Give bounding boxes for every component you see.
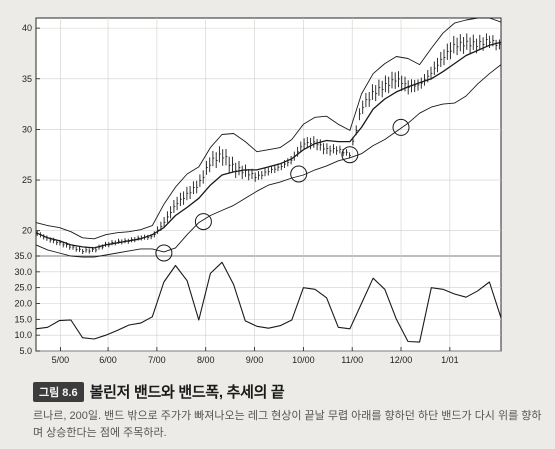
caption-header: 그림 8.6 볼린저 밴드와 밴드폭, 추세의 끝 [33,381,548,402]
price-y-tick-label: 20 [22,226,32,236]
figure-caption-text: 르나르, 200일. 밴드 밖으로 주가가 빠져나오는 레그 현상이 끝날 무렵… [33,410,542,439]
bandwidth-y-tick-label: 15.0 [14,314,32,324]
bandwidth-y-tick-label: 35.0 [14,251,32,261]
x-tick-label: 9/00 [246,355,264,365]
bandwidth-plot [35,261,502,343]
x-tick-label: 10/00 [292,355,315,365]
price-y-tick-label: 30 [22,124,32,134]
figure-title: 볼린저 밴드와 밴드폭, 추세의 끝 [89,384,285,401]
upper-band-line [35,17,502,240]
price-panel-frame [35,17,502,257]
price-y-tick-label: 35 [22,74,32,84]
price-y-axis: 20 25 30 35 40 [22,23,40,236]
annotation-circle [155,244,173,262]
x-tick-label: 11/00 [341,355,363,365]
figure-caption: 그림 8.6 볼린저 밴드와 밴드폭, 추세의 끝 르나르, 200일. 밴드 … [33,381,548,442]
bandwidth-y-tick-label: 20.0 [14,299,32,309]
figure-number-badge: 그림 8.6 [33,381,84,402]
x-tick-label: 1/01 [441,355,459,365]
bandwidth-grid [36,255,501,352]
price-grid [36,18,501,256]
price-y-tick-label: 40 [22,23,32,33]
x-tick-label: 7/00 [148,355,166,365]
bandwidth-y-tick-label: 30.0 [14,267,32,277]
annotation-circle [290,165,308,183]
band-width-line [35,261,502,343]
price-y-tick-label: 25 [22,175,32,185]
x-axis: 5/00 6/00 7/00 8/00 9/00 10/00 11/00 12/00 1/01 [52,347,459,365]
lower-band-line [35,64,502,258]
moving-average-line [35,41,502,249]
x-tick-label: 12/00 [390,355,413,365]
bandwidth-y-tick-label: 5.0 [19,346,32,356]
x-tick-label: 5/00 [52,355,70,365]
price-plot [35,17,502,262]
bandwidth-y-tick-label: 25.0 [14,283,32,293]
annotation-circle [341,146,359,164]
annotation-circle [194,213,212,231]
bandwidth-y-tick-label: 10.0 [14,330,32,340]
bandwidth-y-axis: 5.0 10.0 15.0 20.0 25.0 30.0 35.0 [14,251,40,356]
annotation-circle [392,118,410,136]
x-tick-label: 8/00 [197,355,215,365]
x-tick-label: 6/00 [99,355,117,365]
